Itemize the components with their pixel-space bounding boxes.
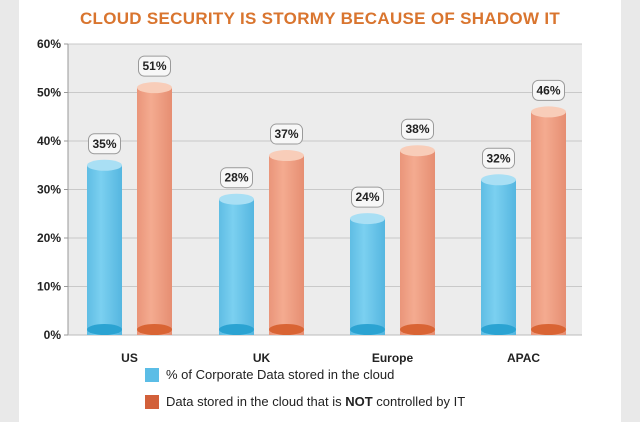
bar-top — [269, 150, 304, 162]
data-label: 51% — [138, 55, 171, 77]
data-label-box — [270, 123, 303, 145]
bar-europe-series-2 — [400, 145, 435, 335]
bar-top — [137, 82, 172, 94]
bar-body — [400, 150, 435, 335]
bar-top — [87, 159, 122, 171]
bar-body — [531, 111, 566, 336]
legend-item-1: % of Corporate Data stored in the cloud — [145, 367, 394, 382]
data-label-box — [138, 55, 171, 77]
bar-base — [350, 324, 385, 335]
y-tick-label: 40% — [37, 134, 61, 148]
data-label-text: 51% — [142, 59, 166, 73]
bar-base — [87, 324, 122, 335]
legend-label: Data stored in the cloud that is NOT con… — [166, 394, 465, 409]
bar-us-series-2 — [137, 82, 172, 336]
data-label: 32% — [482, 147, 515, 169]
legend-swatch — [145, 395, 159, 409]
data-label-box — [351, 186, 384, 208]
data-label-box — [401, 118, 434, 140]
data-label: 46% — [532, 79, 565, 101]
data-label: 28% — [220, 167, 253, 189]
bar-top — [400, 145, 435, 157]
data-label-box — [88, 133, 121, 155]
y-tick-label: 10% — [37, 280, 61, 294]
bar-base — [481, 324, 516, 335]
bar-uk-series-2 — [269, 150, 304, 335]
data-label-text: 32% — [486, 151, 510, 165]
data-label-text: 35% — [92, 137, 116, 151]
bar-apac-series-1 — [481, 174, 516, 335]
data-label-text: 38% — [405, 122, 429, 136]
data-label-text: 28% — [224, 171, 248, 185]
data-label-text: 37% — [274, 127, 298, 141]
y-tick-label: 50% — [37, 86, 61, 100]
chart-frame: 0% 10% 20% 30% 40% 50% 60% 35% 51% US 28% 37% UK 24%… — [19, 0, 621, 422]
y-tick-label: 60% — [37, 37, 61, 51]
bar-base — [269, 324, 304, 335]
x-tick-label: US — [121, 351, 138, 365]
bar-body — [269, 155, 304, 335]
bar-base — [400, 324, 435, 335]
legend-label: % of Corporate Data stored in the cloud — [166, 367, 394, 382]
legend-item-2: Data stored in the cloud that is NOT con… — [145, 394, 465, 409]
data-label-box — [532, 79, 565, 101]
x-tick-label: Europe — [372, 351, 414, 365]
y-tick-label: 0% — [44, 328, 62, 342]
y-tick-label: 20% — [37, 231, 61, 245]
bar-body — [137, 87, 172, 336]
bar-europe-series-1 — [350, 213, 385, 335]
bar-apac-series-2 — [531, 106, 566, 336]
data-label: 24% — [351, 186, 384, 208]
data-label-box — [482, 147, 515, 169]
chart: 0% 10% 20% 30% 40% 50% 60% 35% 51% US 28% 37% UK 24%… — [37, 9, 582, 409]
bar-body — [87, 165, 122, 335]
bar-top — [350, 213, 385, 225]
x-tick-label: UK — [253, 351, 271, 365]
data-label-text: 24% — [355, 190, 379, 204]
chart-title: CLOUD SECURITY IS STORMY BECAUSE OF SHAD… — [80, 9, 560, 28]
y-tick-label: 30% — [37, 183, 61, 197]
data-label-box — [220, 167, 253, 189]
data-label: 35% — [88, 133, 121, 155]
data-label: 37% — [270, 123, 303, 145]
bar-base — [219, 324, 254, 335]
bar-body — [481, 179, 516, 335]
bar-top — [531, 106, 566, 118]
bar-top — [219, 193, 254, 205]
x-tick-label: APAC — [507, 351, 540, 365]
bar-base — [137, 324, 172, 335]
bar-uk-series-1 — [219, 193, 254, 335]
bar-body — [219, 199, 254, 335]
legend-swatch — [145, 368, 159, 382]
bar-top — [481, 174, 516, 186]
bar-us-series-1 — [87, 159, 122, 335]
data-label: 38% — [401, 118, 434, 140]
bar-base — [531, 324, 566, 335]
bar-body — [350, 218, 385, 335]
data-label-text: 46% — [536, 83, 560, 97]
